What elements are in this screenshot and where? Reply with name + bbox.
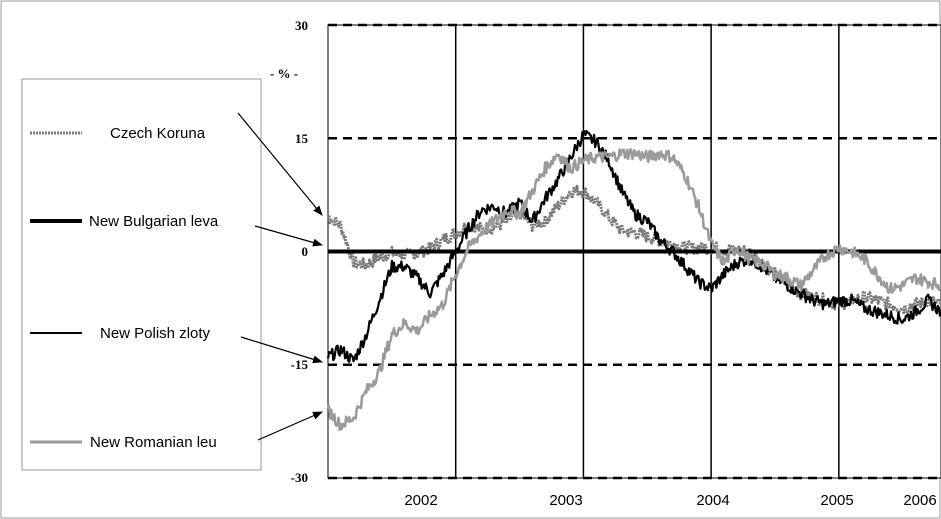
x-tick-label: 2003 [549, 492, 582, 509]
x-tick-label: 2006 [903, 492, 936, 509]
legend: Czech Koruna New Bulgarian leva New Poli… [21, 78, 323, 471]
y-axis-unit-label: - % - [270, 66, 298, 81]
legend-label-romanian-leu: New Romanian leu [90, 434, 217, 451]
y-tick-label: 30 [295, 18, 308, 33]
legend-box [21, 78, 262, 471]
series-line-new-romanian-leu [326, 148, 941, 432]
y-tick-label: -30 [291, 470, 308, 485]
y-tick-label: -15 [291, 357, 309, 372]
y-tick-label: 15 [295, 131, 309, 146]
legend-label-czech-koruna: Czech Koruna [110, 125, 206, 142]
x-tick-label: 2005 [820, 492, 853, 509]
x-tick-label: 2002 [404, 492, 437, 509]
y-tick-label: 0 [302, 244, 309, 259]
legend-label-bulgarian-leva: New Bulgarian leva [89, 213, 219, 230]
y-axis-ticks: 30 15 0 -15 -30 - % - [270, 18, 309, 485]
series-lines [326, 130, 941, 432]
legend-arrow-czech-koruna [237, 112, 323, 216]
legend-label-polish-zloty: New Polish zloty [100, 325, 211, 342]
legend-arrow-romanian-leu [257, 411, 323, 441]
x-axis-ticks: 2002 2003 2004 2005 2006 [404, 492, 936, 509]
x-tick-label: 2004 [696, 492, 729, 509]
legend-arrow-bulgarian-leva [254, 225, 323, 247]
series-line-new-polish-zloty [326, 130, 941, 363]
legend-arrow-polish-zloty [240, 336, 323, 364]
